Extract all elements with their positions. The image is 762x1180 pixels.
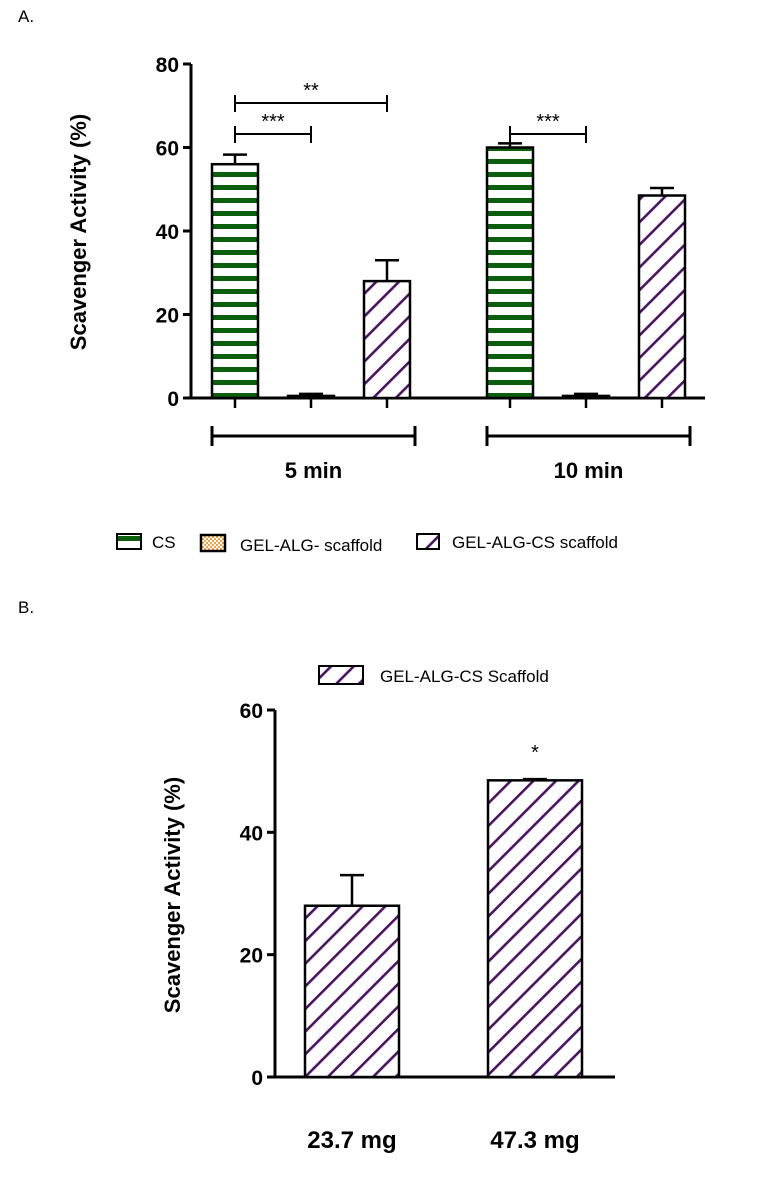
y-tick-label: 60 [240,700,263,723]
panel-a-y-axis-label: Scavenger Activity (%) [66,114,91,350]
y-tick-label: 40 [240,822,263,845]
x-category-label: 10 min [554,458,624,483]
legend-label: CS [152,533,176,552]
legend-label: GEL-ALG- scaffold [240,536,382,555]
panel-a-label: A. [18,7,34,26]
bar-gel-alg-cs-scaffold-1 [637,194,687,400]
significance-label: *** [261,111,285,133]
significance-label: ** [303,80,319,102]
panel-b-legend: GEL-ALG-CS Scaffold [318,665,549,686]
bar-gel-alg-scaffold-0 [286,394,336,400]
legend-item-gel-alg-cs: GEL-ALG-CS scaffold [416,533,618,552]
bar-0 [303,904,401,1079]
y-tick-label: 0 [167,388,179,411]
panel-b-plot: 0 20 40 60 23.7 mg 47.3 mg * [240,700,615,1154]
legend-item-gel-alg: GEL-ALG- scaffold [199,533,382,555]
legend-item-cs: CS [116,533,176,552]
legend-label: GEL-ALG-CS scaffold [452,533,618,552]
bar-1 [486,779,584,1079]
bar-gel-alg-cs-scaffold-0 [362,279,412,400]
legend-label: GEL-ALG-CS Scaffold [380,667,549,686]
bar-gel-alg-scaffold-1 [561,394,611,400]
bar-cs-1 [485,146,535,400]
significance-label: *** [536,111,560,133]
x-category-label: 47.3 mg [490,1127,579,1154]
panel-b-label: B. [18,598,34,617]
significance-label: * [531,742,539,764]
y-tick-label: 20 [240,945,263,968]
y-tick-label: 40 [156,221,179,244]
panel-b-y-axis-label: Scavenger Activity (%) [160,777,185,1013]
bar-cs-0 [210,162,260,400]
panel-a-legend: CS GEL-ALG- scaffold GEL-ALG-CS scaffold [116,533,618,555]
y-tick-label: 20 [156,305,179,328]
y-tick-label: 60 [156,138,179,161]
y-tick-label: 0 [251,1067,263,1090]
x-category-label: 5 min [285,458,342,483]
y-tick-label: 80 [156,54,179,77]
x-category-label: 23.7 mg [307,1127,396,1154]
